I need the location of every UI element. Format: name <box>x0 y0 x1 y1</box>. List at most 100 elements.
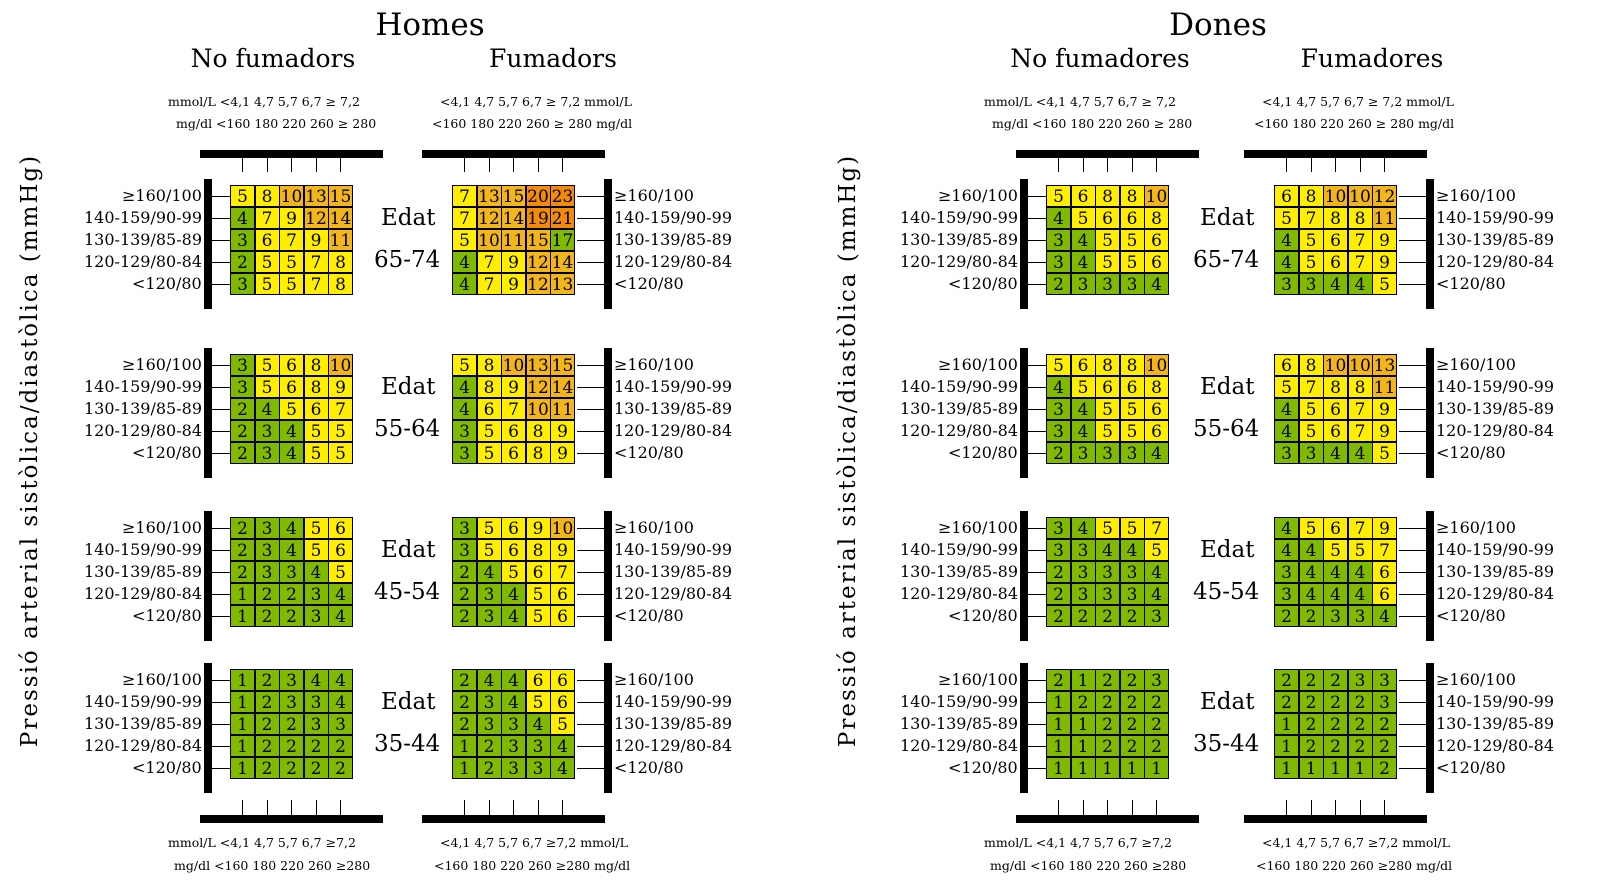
risk-cell: 6 <box>550 583 575 605</box>
risk-cell: 5 <box>1119 420 1145 442</box>
bottom-tick <box>1286 800 1287 815</box>
risk-cell: 8 <box>1298 354 1324 376</box>
row-tick <box>1028 431 1046 432</box>
risk-cell: 6 <box>476 398 502 420</box>
bottom-tick <box>1131 800 1133 815</box>
risk-cell: 8 <box>1119 185 1145 207</box>
bottom-tick <box>1384 800 1385 815</box>
risk-cell: 7 <box>303 251 329 273</box>
risk-cell: 4 <box>303 561 329 583</box>
row-tick <box>212 453 230 454</box>
risk-cell: 13 <box>476 185 502 207</box>
row-tick <box>577 262 604 263</box>
unit-mgdl-footer: mg/dl <160 180 220 260 ≥280 <box>174 858 371 873</box>
row-tick <box>212 572 230 573</box>
risk-cell: 1 <box>230 691 255 713</box>
risk-cell: 9 <box>1372 517 1397 539</box>
side-axis-bar <box>1426 511 1434 641</box>
risk-cell: 1 <box>230 735 255 757</box>
risk-cell: 3 <box>476 691 502 713</box>
age-prefix: Edat <box>1200 374 1255 400</box>
row-tick <box>1399 702 1426 703</box>
risk-cell: 6 <box>525 561 551 583</box>
risk-cell: 4 <box>1323 442 1348 464</box>
risk-cell: 3 <box>230 229 255 251</box>
risk-cell: 6 <box>1070 354 1096 376</box>
group-title: Fumadors <box>489 44 617 73</box>
risk-cell: 2 <box>254 757 280 779</box>
risk-cell: 4 <box>1323 561 1348 583</box>
risk-cell: 7 <box>1144 517 1169 539</box>
row-tick <box>1028 768 1046 769</box>
risk-cell: 8 <box>1095 354 1120 376</box>
row-tick <box>212 409 230 410</box>
row-label: 140-159/90-99 <box>900 208 1018 227</box>
risk-cell: 1 <box>1070 757 1096 779</box>
bottom-tick <box>537 800 539 815</box>
unit-mgdl-header: mg/dl <160 180 220 260 ≥ 280 <box>176 116 377 131</box>
ylabel: Pressió arterial sistòlica/diastòlica (m… <box>834 153 861 747</box>
risk-cell: 2 <box>1323 669 1348 691</box>
risk-cell: 9 <box>279 207 304 229</box>
risk-cell: 6 <box>1323 398 1348 420</box>
risk-cell: 15 <box>550 354 575 376</box>
risk-cell: 13 <box>303 185 329 207</box>
risk-cell: 2 <box>230 539 255 561</box>
risk-cell: 4 <box>328 691 353 713</box>
risk-cell: 3 <box>1119 561 1145 583</box>
risk-cell: 10 <box>525 398 551 420</box>
risk-cell: 3 <box>1095 442 1120 464</box>
row-label: 140-159/90-99 <box>900 692 1018 711</box>
unit-mgdl-header: <160 180 220 260 ≥ 280 mg/dl <box>1254 116 1455 131</box>
row-label: 120-129/80-84 <box>84 252 202 271</box>
risk-cell: 2 <box>230 251 255 273</box>
row-tick <box>577 746 604 747</box>
row-label: 130-139/85-89 <box>84 230 202 249</box>
risk-cell: 6 <box>328 539 353 561</box>
row-label: 140-159/90-99 <box>1436 377 1554 396</box>
risk-cell: 4 <box>328 583 353 605</box>
row-label: <120/80 <box>614 274 684 293</box>
risk-cell: 2 <box>452 561 477 583</box>
row-label: <120/80 <box>614 606 684 625</box>
bottom-tick <box>513 800 514 815</box>
row-label: 130-139/85-89 <box>1436 562 1554 581</box>
side-axis-bar <box>204 511 212 641</box>
risk-cell: 6 <box>501 539 526 561</box>
age-prefix: Edat <box>381 537 436 563</box>
risk-cell: 5 <box>1119 517 1145 539</box>
bottom-axis-bar <box>1244 815 1427 823</box>
row-label: 140-159/90-99 <box>84 377 202 396</box>
risk-cell: 5 <box>1347 539 1373 561</box>
row-label: 130-139/85-89 <box>614 714 732 733</box>
row-tick <box>212 218 230 219</box>
risk-cell: 7 <box>476 251 502 273</box>
age-prefix: Edat <box>381 205 436 231</box>
top-tick <box>1384 158 1385 172</box>
age-range: 45-54 <box>374 579 441 605</box>
risk-cell: 5 <box>1298 398 1324 420</box>
row-tick <box>577 528 604 529</box>
risk-cell: 5 <box>1274 207 1299 229</box>
risk-cell: 5 <box>328 442 353 464</box>
risk-cell: 3 <box>303 583 329 605</box>
row-tick <box>577 616 604 617</box>
row-label: 120-129/80-84 <box>900 736 1018 755</box>
top-tick <box>291 158 292 172</box>
ylabel: Pressió arterial sistòlica/diastòlica (m… <box>16 153 43 747</box>
unit-mmol-footer: <4,1 4,7 5,7 6,7 ≥7,2 mmol/L <box>440 835 628 850</box>
row-tick <box>577 572 604 573</box>
risk-cell: 4 <box>1046 376 1071 398</box>
risk-cell: 2 <box>279 735 304 757</box>
risk-cell: 2 <box>279 757 304 779</box>
risk-cell: 10 <box>1144 185 1169 207</box>
risk-cell: 6 <box>1323 251 1348 273</box>
risk-cell: 2 <box>1347 735 1373 757</box>
risk-cell: 5 <box>1298 251 1324 273</box>
row-label: 130-139/85-89 <box>84 399 202 418</box>
risk-cell: 2 <box>1323 713 1348 735</box>
row-tick <box>1399 550 1426 551</box>
risk-cell: 2 <box>1046 561 1071 583</box>
row-tick <box>1028 262 1046 263</box>
